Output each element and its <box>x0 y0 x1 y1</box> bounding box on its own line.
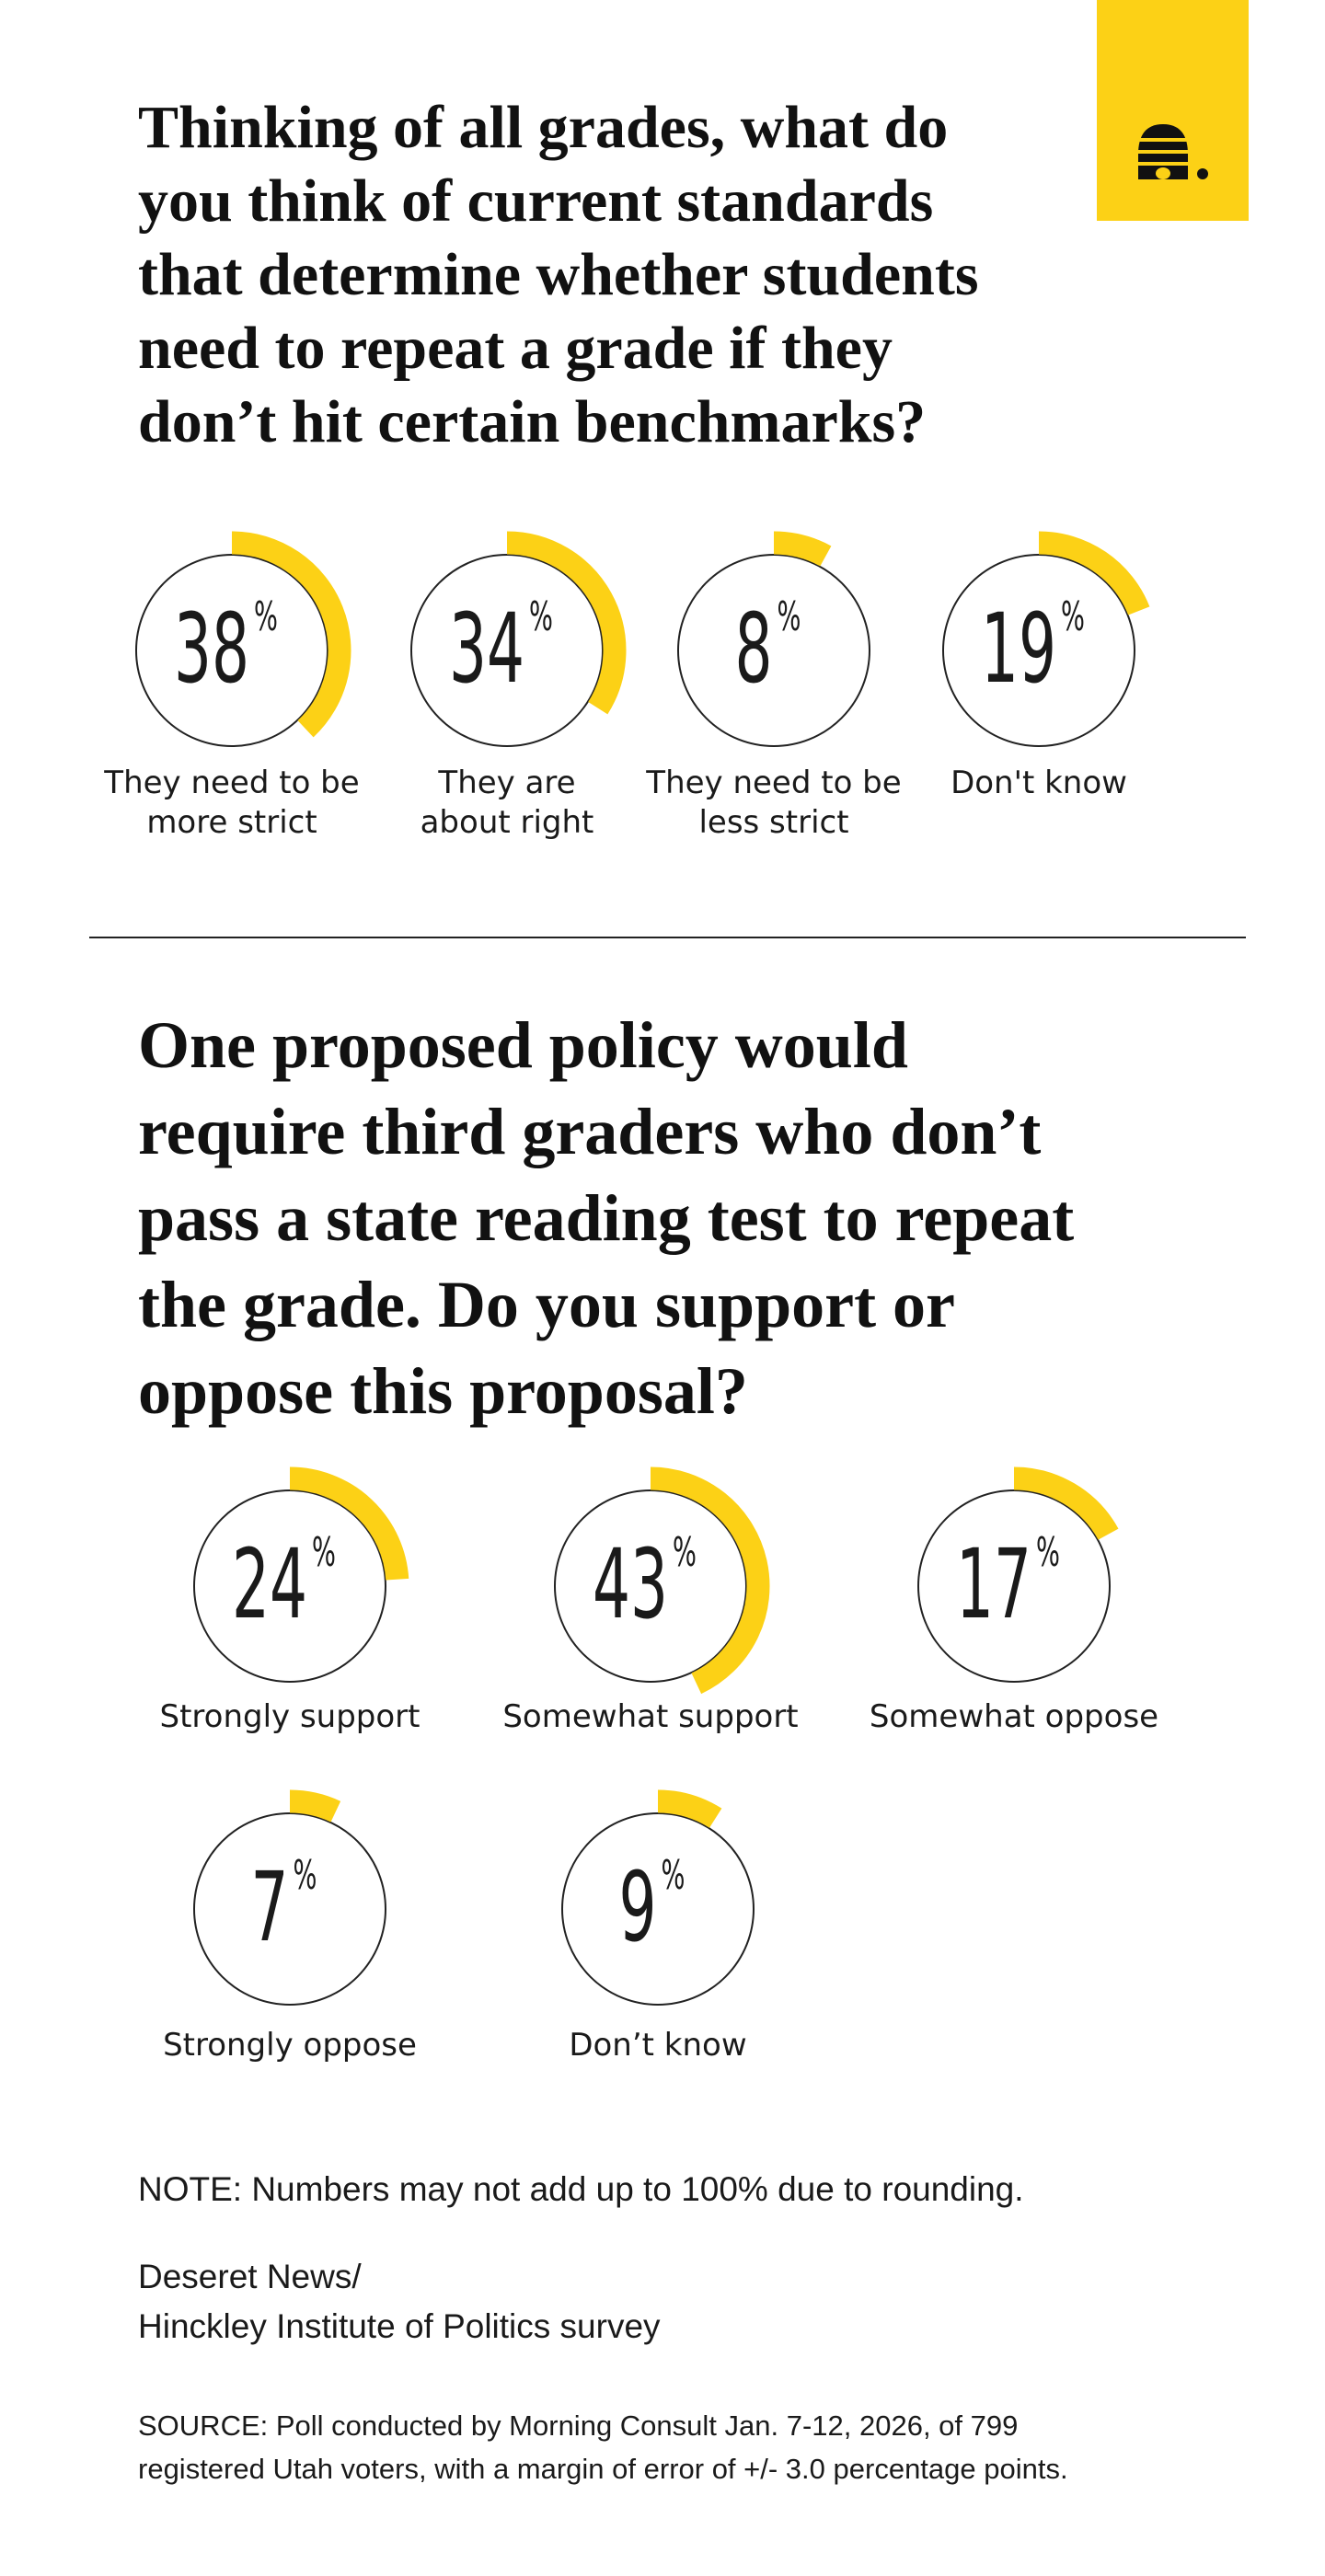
value-group: 17% <box>956 1528 1060 1640</box>
category-label: They need to be less strict <box>645 765 901 841</box>
ring <box>561 1812 755 2006</box>
logo-stripe <box>1137 150 1189 154</box>
arc <box>773 531 832 567</box>
unit-label: % <box>1036 1528 1060 1576</box>
unit-label: % <box>777 592 801 640</box>
category-label: Strongly support <box>160 1698 421 1735</box>
unit-label: % <box>673 1528 697 1576</box>
source: SOURCE: Poll conducted by Morning Consul… <box>138 2409 1068 2485</box>
arc <box>231 531 351 738</box>
logo-box <box>1097 0 1249 221</box>
arc <box>289 1789 341 1823</box>
value-label: 43 <box>593 1530 668 1640</box>
value-label: 38 <box>174 594 249 705</box>
category-label: Don’t know <box>569 2027 746 2064</box>
category-label: They need to be more strict <box>103 765 359 841</box>
value-group: 34% <box>449 592 553 705</box>
category-label: Somewhat support <box>502 1698 798 1735</box>
unit-label: % <box>254 592 278 640</box>
ring <box>942 554 1135 747</box>
category-label: Somewhat oppose <box>870 1698 1158 1735</box>
logo <box>1097 0 1249 221</box>
value-label: 9 <box>618 1853 656 1963</box>
arc <box>289 1466 409 1581</box>
chart-title: Thinking of all grades, what do you think… <box>138 94 979 455</box>
unit-label: % <box>293 1851 317 1899</box>
ring <box>917 1489 1111 1683</box>
value-label: 19 <box>981 594 1056 705</box>
logo-stripe <box>1137 138 1189 142</box>
logo-door <box>1156 167 1170 179</box>
value-group: 24% <box>232 1528 336 1640</box>
ring <box>554 1489 747 1683</box>
unit-label: % <box>529 592 553 640</box>
ring <box>193 1489 386 1683</box>
ring <box>677 554 870 747</box>
ring <box>193 1812 386 2006</box>
value-group: 7% <box>250 1851 317 1963</box>
value-label: 24 <box>232 1530 307 1640</box>
chart-title: One proposed policy would require third g… <box>138 1008 1074 1428</box>
unit-label: % <box>312 1528 336 1576</box>
value-label: 8 <box>734 594 772 705</box>
arc <box>657 1789 722 1828</box>
category-label: Strongly oppose <box>163 2027 417 2064</box>
value-group: 43% <box>593 1528 697 1640</box>
note: NOTE: Numbers may not add up to 100% due… <box>138 2170 1024 2208</box>
category-label: They are about right <box>421 765 594 841</box>
value-group: 19% <box>981 592 1085 705</box>
value-label: 34 <box>449 594 524 705</box>
logo-dot <box>1197 168 1208 179</box>
arc <box>650 1466 770 1695</box>
ring <box>410 554 604 747</box>
value-group: 38% <box>174 592 278 705</box>
logo-stripe <box>1137 162 1189 166</box>
value-label: 17 <box>956 1530 1031 1640</box>
arc <box>1038 531 1150 615</box>
ring <box>135 554 328 747</box>
unit-label: % <box>1061 592 1085 640</box>
unit-label: % <box>661 1851 685 1899</box>
value-label: 7 <box>250 1853 288 1963</box>
value-group: 8% <box>734 592 801 705</box>
credit: Deseret News/Hinckley Institute of Polit… <box>138 2258 661 2345</box>
value-group: 9% <box>618 1851 685 1963</box>
arc <box>506 531 627 715</box>
category-label: Don't know <box>951 765 1127 801</box>
arc <box>1013 1466 1119 1540</box>
